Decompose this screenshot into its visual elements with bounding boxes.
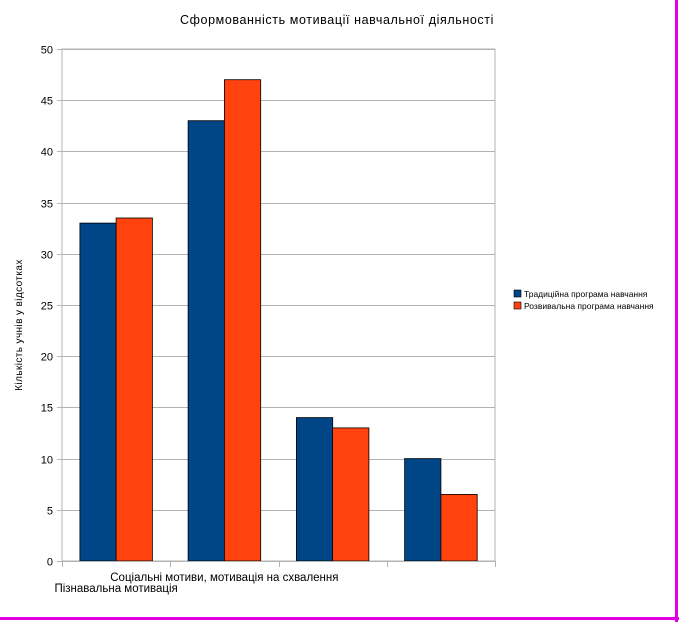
y-tick-label: 50 <box>41 45 53 57</box>
bar <box>115 217 153 562</box>
page-border-bottom <box>0 617 679 620</box>
legend-label: Традиційна програма навчання <box>524 289 648 299</box>
y-tick-label: 40 <box>41 147 53 159</box>
y-tick-label: 45 <box>41 96 53 108</box>
legend-swatch <box>513 289 522 298</box>
chart-title: Сформованність мотивації навчальної діял… <box>180 13 494 27</box>
bar <box>187 120 225 562</box>
y-tick-label: 5 <box>47 506 53 518</box>
x-category-label: Соціальні мотиви, мотивація на схвалення <box>110 572 338 584</box>
legend-label: Розвивальна програма навчання <box>524 301 654 311</box>
legend: Традиційна програма навчання Розвивальна … <box>513 289 654 311</box>
bar <box>332 427 370 562</box>
y-tick-label: 25 <box>41 301 53 313</box>
bar <box>440 493 478 562</box>
axes <box>57 49 496 567</box>
legend-swatch <box>513 301 522 310</box>
bar <box>223 79 262 562</box>
bars <box>79 79 478 562</box>
y-tick-label: 35 <box>41 199 53 211</box>
y-tick-label: 20 <box>41 352 53 364</box>
x-category-label: Пізнавальна мотивація <box>54 583 177 595</box>
y-tick-label: 30 <box>41 250 53 262</box>
y-tick-label: 15 <box>41 403 53 415</box>
y-tick-label: 10 <box>41 455 53 467</box>
y-tick-labels: 0 5 10 15 20 25 30 35 40 45 50 <box>41 45 53 569</box>
page-border-right <box>675 0 678 622</box>
y-axis-label: Кількість учнів у відсотках <box>14 259 25 390</box>
bar <box>404 458 442 562</box>
bar <box>79 222 117 562</box>
bar <box>295 417 334 562</box>
y-tick-label: 0 <box>47 557 53 569</box>
